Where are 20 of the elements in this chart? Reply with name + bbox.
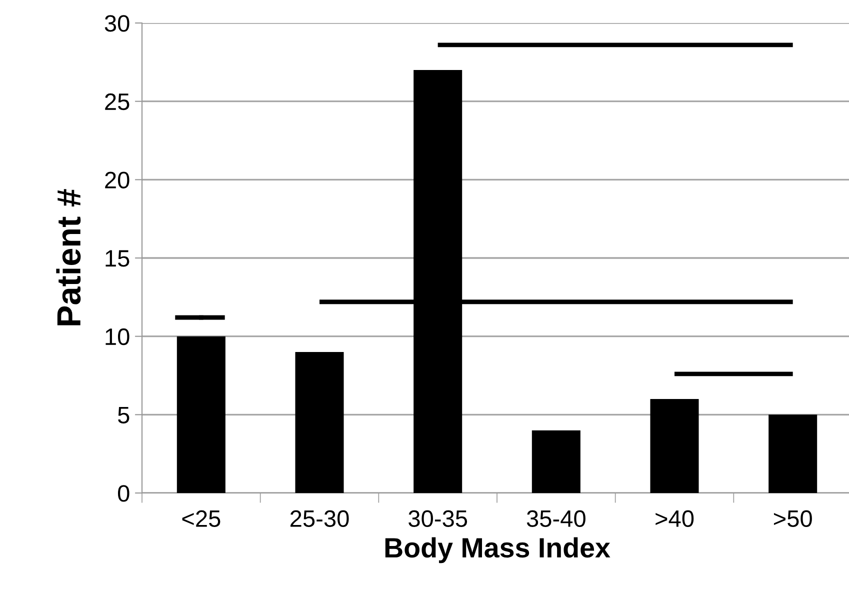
x-tick-label: >40 <box>656 510 694 528</box>
y-axis-title: Patient # <box>56 189 81 326</box>
bar <box>650 399 699 493</box>
y-tick-label: 0 <box>118 485 130 502</box>
bar <box>532 430 580 493</box>
y-tick-label: 5 <box>118 406 130 424</box>
bar <box>768 414 818 493</box>
y-tick-label: 25 <box>105 93 130 110</box>
x-axis-title: Body Mass Index <box>385 537 610 564</box>
x-tick-label: 35-40 <box>526 510 586 528</box>
y-tick-label: 10 <box>106 328 130 346</box>
bar <box>176 336 226 493</box>
x-tick-label: 30-35 <box>408 510 468 528</box>
y-tick-label: 30 <box>104 15 130 32</box>
bar <box>295 352 344 493</box>
y-tick-label: 15 <box>106 250 130 267</box>
x-tick-label: <25 <box>182 510 220 528</box>
x-tick-label: 25-30 <box>290 510 349 528</box>
y-tick-label: 20 <box>105 172 130 188</box>
x-tick-label: >50 <box>774 510 812 528</box>
